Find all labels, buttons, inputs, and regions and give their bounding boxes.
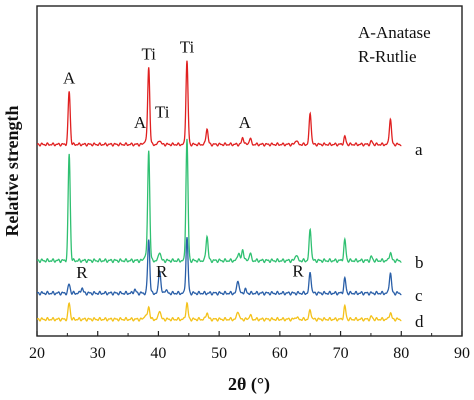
series-line-a — [36, 60, 402, 147]
x-tick-label: 20 — [29, 345, 45, 362]
legend-line-rutile: R-Rutlie — [358, 47, 417, 66]
peak-label: A — [239, 113, 252, 132]
x-axis-label: 2θ (°) — [228, 374, 270, 395]
x-tick-label: 70 — [333, 345, 349, 362]
legend-line-anatase: A-Anatase — [358, 23, 431, 42]
peak-label: Ti — [180, 38, 195, 57]
peak-label: A — [63, 68, 76, 87]
x-tick-label: 60 — [272, 345, 288, 362]
peak-label: Ti — [155, 102, 170, 121]
y-axis-label: Relative strength — [2, 105, 22, 236]
x-tick-label: 90 — [454, 345, 470, 362]
x-tick-label: 50 — [211, 345, 227, 362]
peak-label: R — [292, 261, 304, 280]
peak-label-layer: a bcd A Ti Ti A Ti A R R R — [63, 38, 424, 331]
peak-label: R — [76, 263, 88, 282]
series-label-b: b — [415, 253, 424, 272]
x-tick-label: 30 — [90, 345, 106, 362]
series-label-a: a — [415, 140, 423, 159]
x-tick-label: 80 — [393, 345, 409, 362]
series-label-d: d — [415, 312, 424, 331]
peak-label: R — [156, 262, 168, 281]
series-line-c — [36, 237, 402, 296]
series-line-b — [36, 138, 402, 264]
series-label-c: c — [415, 286, 423, 305]
peak-label: A — [134, 113, 147, 132]
x-tick-label: 40 — [150, 345, 166, 362]
peak-label: Ti — [141, 44, 156, 63]
series-layer — [36, 60, 402, 322]
x-axis-ticks: 20 30 40 50 60 70 80 90 — [29, 331, 470, 362]
series-line-d — [36, 301, 402, 322]
legend: A-Anatase R-Rutlie — [358, 23, 431, 66]
